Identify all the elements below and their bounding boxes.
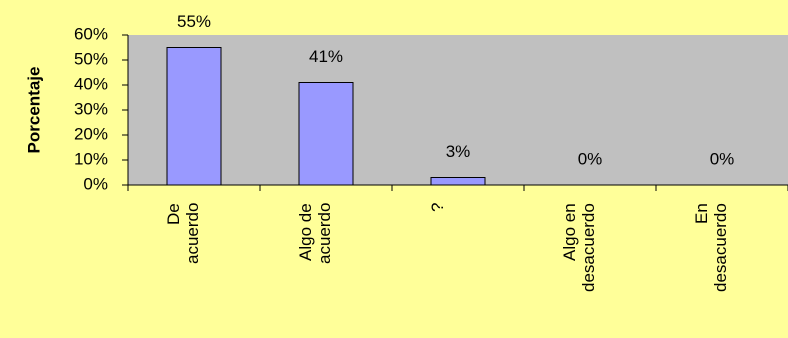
bar	[166, 47, 222, 186]
x-tick-label: De acuerdo	[164, 203, 202, 265]
y-tick-label: 50%	[74, 49, 108, 68]
bar	[298, 82, 354, 186]
x-tick-label: En desacuerdo	[692, 203, 730, 292]
value-label: 41%	[309, 47, 343, 66]
y-tick-label: 30%	[74, 99, 108, 118]
value-label: 0%	[710, 149, 735, 168]
value-label: 0%	[578, 149, 603, 168]
x-tick-label: ?	[428, 203, 447, 213]
x-tick-label: Algo de acuerdo	[296, 203, 334, 265]
y-axis-title: Porcentaje	[24, 67, 43, 154]
bar	[430, 177, 486, 186]
plot-area	[128, 35, 788, 185]
value-label: 55%	[177, 12, 211, 31]
y-tick-label: 60%	[74, 24, 108, 43]
y-tick-label: 0%	[83, 174, 108, 193]
y-tick-label: 10%	[74, 149, 108, 168]
y-tick-label: 40%	[74, 74, 108, 93]
value-label: 3%	[446, 142, 471, 161]
y-tick-label: 20%	[74, 124, 108, 143]
x-tick-label: Algo en desacuerdo	[560, 203, 598, 292]
